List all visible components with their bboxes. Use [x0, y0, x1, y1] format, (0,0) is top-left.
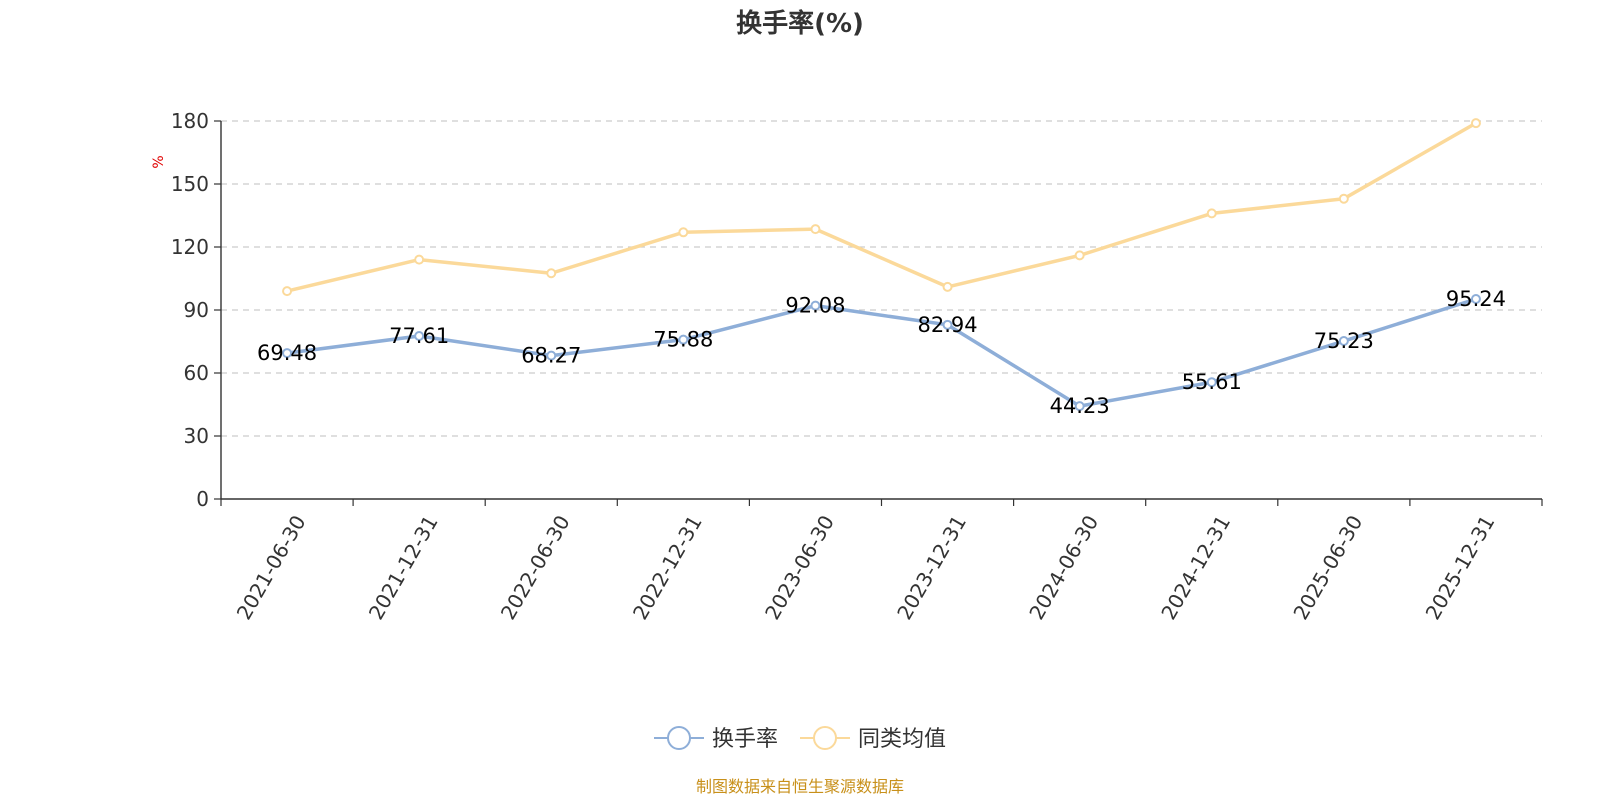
data-point[interactable]	[1470, 118, 1481, 129]
y-axis-unit-label: %	[151, 155, 167, 168]
legend-item[interactable]: 换手率	[654, 726, 778, 752]
y-tick-label: 0	[196, 487, 209, 511]
legend-label: 同类均值	[858, 727, 946, 752]
x-axis-ticks: 2021-06-30 2021-12-31 2022-06-30 2022-12-31…	[220, 499, 1543, 624]
grid-lines	[221, 120, 1542, 437]
legend-label: 换手率	[712, 727, 778, 752]
x-tick-label: 2025-06-30	[1288, 511, 1367, 624]
legend-item[interactable]: 同类均值	[800, 726, 946, 752]
data-point[interactable]	[678, 227, 689, 238]
data-label: 75.23	[1314, 329, 1374, 353]
data-point[interactable]	[1470, 293, 1481, 304]
data-point[interactable]	[414, 331, 425, 342]
data-point[interactable]	[1206, 208, 1217, 219]
x-tick-label: 2021-06-30	[232, 511, 311, 624]
x-tick-label: 2024-06-30	[1024, 511, 1103, 624]
x-tick-label: 2023-06-30	[760, 511, 839, 624]
data-label: 69.48	[257, 341, 317, 365]
y-tick-label: 90	[184, 298, 209, 322]
x-tick-label: 2023-12-31	[892, 511, 971, 624]
data-label: 95.24	[1446, 287, 1506, 311]
data-point[interactable]	[942, 319, 953, 330]
x-tick-label: 2025-12-31	[1421, 511, 1500, 624]
data-point[interactable]	[1074, 250, 1085, 261]
x-tick-label: 2024-12-31	[1156, 511, 1235, 624]
data-label: 77.61	[389, 324, 449, 348]
y-tick-label: 60	[184, 361, 209, 385]
series-line	[286, 121, 1477, 293]
legend-marker	[667, 726, 691, 750]
source-note: 制图数据来自恒生聚源数据库	[696, 777, 904, 796]
data-point[interactable]	[546, 350, 557, 361]
y-tick-label: 180	[171, 109, 209, 133]
x-tick-label: 2022-06-30	[496, 511, 575, 624]
data-point[interactable]	[1206, 377, 1217, 388]
data-point[interactable]	[414, 254, 425, 265]
legend[interactable]: 换手率 同类均值	[654, 726, 946, 752]
y-tick-label: 120	[171, 235, 209, 259]
y-tick-label: 30	[184, 424, 209, 448]
data-label: 44.23	[1050, 394, 1110, 418]
data-point[interactable]	[810, 224, 821, 235]
data-label: 55.61	[1182, 370, 1242, 394]
data-point[interactable]	[1074, 401, 1085, 412]
data-point[interactable]	[942, 281, 953, 292]
data-point[interactable]	[810, 300, 821, 311]
data-point[interactable]	[1338, 193, 1349, 204]
y-axis-ticks: 0 30 60 90 120 150 180	[171, 109, 221, 511]
series-line	[286, 297, 1477, 408]
data-point[interactable]	[282, 286, 293, 297]
data-point[interactable]	[546, 268, 557, 279]
data-label: 82.94	[917, 313, 977, 337]
data-label: 92.08	[785, 294, 845, 318]
data-label: 75.88	[653, 328, 713, 352]
data-label: 68.27	[521, 344, 581, 368]
series-lines	[282, 118, 1481, 412]
x-tick-label: 2022-12-31	[628, 511, 707, 624]
data-point[interactable]	[1338, 336, 1349, 347]
data-point[interactable]	[282, 348, 293, 359]
chart-title: 换手率(%)	[736, 8, 864, 39]
y-tick-label: 150	[171, 172, 209, 196]
data-point[interactable]	[678, 334, 689, 345]
x-tick-label: 2021-12-31	[364, 511, 443, 624]
legend-marker	[813, 726, 837, 750]
data-labels: 69.48 77.61 68.27 75.88 92.08 82.94 44.23 55.61…	[257, 287, 1506, 418]
